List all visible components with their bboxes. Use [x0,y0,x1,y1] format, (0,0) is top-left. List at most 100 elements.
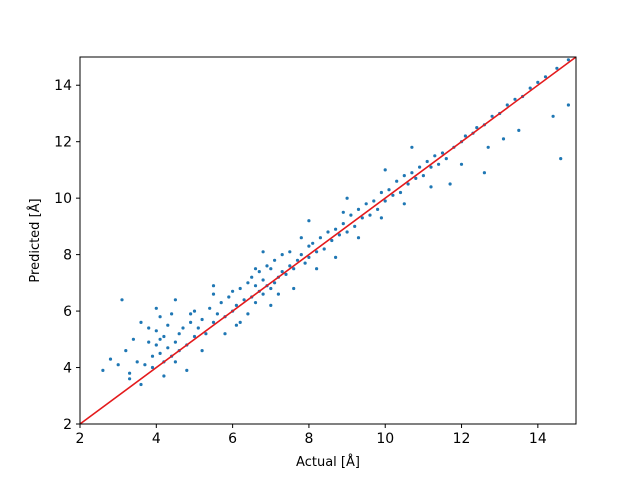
data-point [139,382,143,387]
data-point [173,340,177,344]
data-point [189,312,193,316]
data-point [429,185,433,189]
data-point [345,196,349,200]
data-point [173,360,177,364]
data-point [349,213,353,217]
data-point [376,207,380,211]
data-point [418,165,422,169]
data-point [192,309,197,313]
data-point [139,320,143,324]
data-point [299,236,303,240]
data-point [303,261,307,265]
data-point [238,320,242,324]
data-point [410,171,414,175]
data-point [273,258,277,262]
data-point [383,199,387,203]
data-point [398,190,403,195]
data-point [108,357,113,361]
data-point [444,157,448,161]
data-point [459,162,464,166]
data-point [185,368,189,372]
y-tick-label: 14 [54,78,72,94]
data-point [391,193,395,197]
x-tick-label: 12 [453,431,471,447]
data-point [315,267,319,271]
data-point [192,334,197,339]
data-point [227,295,231,299]
data-point [128,377,132,381]
data-point [261,278,265,282]
x-tick-label: 6 [228,431,237,447]
data-point [162,374,166,378]
y-tick-label: 10 [54,191,72,207]
data-point [440,151,445,155]
data-point [486,145,490,149]
data-point [490,114,494,118]
data-point [177,332,181,336]
data-point [246,281,250,285]
y-tick-label: 8 [63,248,72,264]
data-point [147,340,151,344]
data-point [158,351,162,355]
data-point [356,236,361,240]
data-point [154,306,158,310]
data-point [234,303,238,307]
data-point [135,360,139,364]
data-point [311,241,315,245]
data-point [341,210,345,214]
y-tick-label: 12 [54,135,72,151]
data-point [269,267,273,271]
data-point [448,182,452,186]
data-point [501,137,506,141]
data-point [116,363,120,367]
data-point [292,286,296,291]
data-point [211,320,216,324]
reference-line [79,56,577,425]
y-axis-ticks: 2 4 6 8 10 12 14 [54,78,80,433]
data-point [406,182,410,186]
data-point [566,58,571,62]
data-point [292,267,296,271]
data-point [131,337,135,341]
data-point [379,216,383,220]
data-point [421,174,425,178]
data-point [345,230,349,234]
y-axis-label: Predicted [Å] [27,198,43,282]
data-point [288,250,292,254]
data-point [555,66,559,70]
data-point [189,320,193,324]
data-point [261,292,265,296]
y-tick-label: 6 [63,304,72,320]
data-point [208,306,212,310]
data-point [482,171,486,175]
data-point [395,179,399,183]
data-point [307,244,311,248]
data-point [322,247,326,251]
points-layer [101,58,571,387]
data-point [330,238,334,243]
data-point [566,103,571,107]
data-point [410,145,414,149]
x-tick-label: 8 [304,431,313,447]
data-point [223,332,227,336]
data-point [414,176,418,180]
data-point [307,255,311,259]
data-point [166,346,170,350]
data-point [128,371,132,375]
data-point [219,301,223,305]
data-point [536,80,540,84]
data-point [402,202,406,206]
data-point [559,157,563,161]
data-point [372,199,376,203]
data-point [379,190,383,195]
data-point [242,298,246,302]
data-point [387,188,391,192]
data-point [475,126,479,130]
data-point [234,323,238,327]
data-point [124,349,128,353]
data-point [356,207,361,211]
data-point [181,326,185,330]
data-point [257,270,261,274]
data-point [276,292,280,296]
data-point [204,332,208,336]
